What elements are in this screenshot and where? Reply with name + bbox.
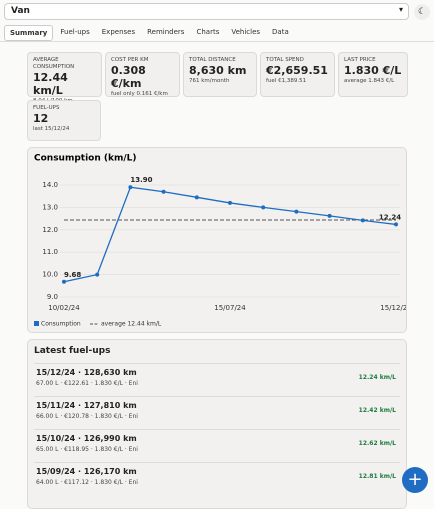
fuel-up-title: 15/10/24 · 126,990 km [36,434,137,443]
data-point [128,185,133,190]
stat-value: 12 [33,112,49,125]
data-point [261,205,266,210]
stat-label: COST PER KM [111,57,149,63]
y-tick-label: 9.0 [47,293,58,301]
fuel-up-consumption: 12.62 km/L [358,440,396,447]
stat-sub: fuel only 0.161 €/km [111,91,168,97]
data-point [360,218,365,223]
theme-toggle[interactable]: ☾ [414,4,430,20]
data-point [294,209,299,214]
fuel-up-title: 15/09/24 · 126,170 km [36,467,137,476]
fuel-up-row: 15/09/24 · 126,170 km 64.00 L · €117.12 ·… [34,462,400,495]
chart-title: Consumption (km/L) [34,154,137,164]
x-tick-label: 15/12/24 [380,304,406,312]
y-tick-label: 13.0 [42,203,58,211]
tab[interactable]: Expenses [101,28,136,36]
tab[interactable]: Vehicles [231,28,261,36]
stat-label: LAST PRICE [344,57,376,63]
legend-label: average 12.44 km/L [101,321,162,328]
tab-bar: Summary Fuel-ups Expenses Reminders Charts Ve… [4,25,294,41]
data-point [194,195,199,200]
y-tick-label: 14.0 [42,181,58,189]
data-point [62,279,66,284]
stat-label: TOTAL DISTANCE [189,57,236,63]
data-label: 13.90 [130,176,152,184]
caret: ▾ [398,5,403,14]
latest-panel: Latest fuel-ups 15/12/24 · 128,630 km 67.… [27,339,407,509]
stat-card: TOTAL DISTANCE 8,630 km 761 km/month [183,52,257,97]
divider [0,41,434,42]
fuel-up-row: 15/10/24 · 126,990 km 65.00 L · €118.95 ·… [34,429,400,462]
fuel-up-consumption: 12.42 km/L [358,407,396,414]
chart: Consumption (km/L) 9.0 10.0 11.0 12.0 13.0 14… [34,154,412,328]
x-tick-label: 10/02/24 [48,304,80,312]
stat-label: FUEL-UPS [33,105,60,111]
fuel-up-consumption: 12.24 km/L [358,374,396,381]
data-label: 12.24 [379,213,401,221]
fuel-up-detail: 65.00 L · €118.95 · 1.830 €/L · Eni [36,446,138,453]
data-label: 9.68 [64,271,81,279]
stat-sub: average 1.843 €/L [344,78,395,84]
stat-label: TOTAL SPEND [266,57,304,63]
stat-value: 8,630 km [189,64,247,77]
fuel-up-title: 15/11/24 · 127,810 km [36,401,137,410]
fuel-up-title: 15/12/24 · 128,630 km [36,368,137,377]
fuel-up-detail: 67.00 L · €122.61 · 1.830 €/L · Eni [36,380,138,387]
fuel-up-detail: 66.00 L · €120.78 · 1.830 €/L · Eni [36,413,138,420]
legend-label: Consumption [41,321,81,328]
y-tick-label: 10.0 [42,271,58,279]
tab[interactable]: Reminders [147,28,185,36]
fuel-up-row: 15/12/24 · 128,630 km 67.00 L · €122.61 ·… [34,363,400,396]
x-tick-label: 15/07/24 [214,304,246,312]
vehicle-select[interactable]: Van ▾ [4,3,409,20]
data-point [394,222,398,227]
tab[interactable]: Charts [196,28,220,36]
fuel-up-row: 15/11/24 · 127,810 km 66.00 L · €120.78 ·… [34,396,400,429]
stat-card: FUEL-UPS 12 last 15/12/24 [27,100,101,141]
chart-panel: Consumption (km/L) 9.0 10.0 11.0 12.0 13.0 14… [27,147,412,333]
stat-value: 1.830 €/L [344,64,402,77]
stat-card: LAST PRICE 1.830 €/L average 1.843 €/L [338,52,408,97]
stat-card: COST PER KM 0.308 €/km fuel only 0.161 €/k… [105,52,180,97]
section-title: Latest fuel-ups [34,346,111,356]
y-tick-label: 11.0 [42,248,58,256]
stat-value: 12.44 km/L [33,71,68,97]
stat-value: 0.308 €/km [111,64,146,90]
data-point [161,189,166,194]
tab[interactable]: Data [272,28,289,36]
stat-sub: 761 km/month [189,78,230,84]
stat-sub: fuel €1,389.51 [266,78,307,84]
vehicle-name: Van [11,6,30,16]
y-tick-label: 12.0 [42,226,58,234]
tab[interactable]: Fuel-ups [60,28,90,36]
stat-sub: last 15/12/24 [33,126,70,132]
fuel-up-consumption: 12.81 km/L [358,473,396,480]
legend-swatch [34,321,39,326]
data-point [95,272,100,277]
stat-value: €2,659.51 [266,64,328,77]
tab[interactable]: Summary [4,25,54,41]
stat-label: AVERAGE CONSUMPTION [33,57,75,70]
fuel-up-detail: 64.00 L · €117.12 · 1.830 €/L · Eni [36,479,138,486]
add-button[interactable]: + [402,467,428,493]
stat-card: TOTAL SPEND €2,659.51 fuel €1,389.51 [260,52,335,97]
data-point [327,213,332,218]
data-point [228,200,232,205]
